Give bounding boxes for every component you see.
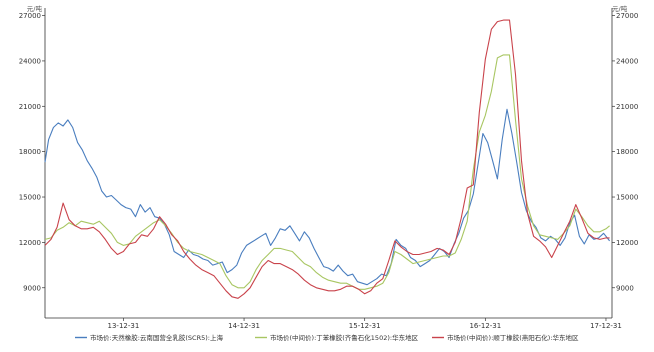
series-line-1 [44, 108, 611, 286]
x-tick-label: 17-12-31 [590, 322, 622, 330]
y-tick-label-right: 9000 [616, 284, 634, 292]
legend: 市场价:天然橡胶:云南国营全乳胶(SCR5):上海 市场价(中间价):丁苯橡胶(齐… [75, 333, 579, 342]
left-axis: 9000 12000 15000 18000 21000 24000 27000 [19, 12, 45, 292]
legend-label-2: 市场价(中间价):丁苯橡胶(齐鲁石化1502):华东地区 [270, 333, 419, 342]
y-tick-label-left: 18000 [19, 148, 41, 156]
series-layer [44, 19, 611, 299]
y-tick-label-right: 15000 [616, 194, 638, 202]
y-tick-label-left: 24000 [19, 57, 41, 65]
y-tick-label-right: 24000 [616, 57, 638, 65]
right-axis-unit: 元/吨 [612, 4, 628, 13]
y-tick-label-right: 18000 [616, 148, 638, 156]
y-tick-label-left: 21000 [19, 103, 41, 111]
y-tick-label-right: 12000 [616, 239, 638, 247]
x-tick-label: 16-12-31 [469, 322, 501, 330]
series-line-2 [44, 54, 610, 290]
y-tick-label-left: 9000 [23, 284, 41, 292]
y-tick-label-left: 12000 [19, 239, 41, 247]
y-tick-label-right: 21000 [616, 103, 638, 111]
x-tick-label: 14-12-31 [228, 322, 260, 330]
right-axis: 9000 12000 15000 18000 21000 24000 27000 [612, 12, 638, 292]
plot-frame [44, 8, 613, 319]
y-tick-label-left: 15000 [19, 194, 41, 202]
legend-label-3: 市场价(中间价):顺丁橡胶(燕阳石化):华东地区 [447, 333, 579, 342]
left-axis-unit: 元/吨 [27, 4, 43, 13]
y-tick-label-right: 27000 [616, 12, 638, 20]
x-axis: 13-12-31 14-12-31 15-12-31 16-12-31 17-12-31 [108, 318, 622, 330]
x-tick-label: 15-12-31 [349, 322, 381, 330]
legend-label-1: 市场价:天然橡胶:云南国营全乳胶(SCR5):上海 [90, 333, 223, 342]
y-tick-label-left: 27000 [19, 12, 41, 20]
x-tick-label: 13-12-31 [108, 322, 140, 330]
series-line-3 [44, 19, 610, 299]
